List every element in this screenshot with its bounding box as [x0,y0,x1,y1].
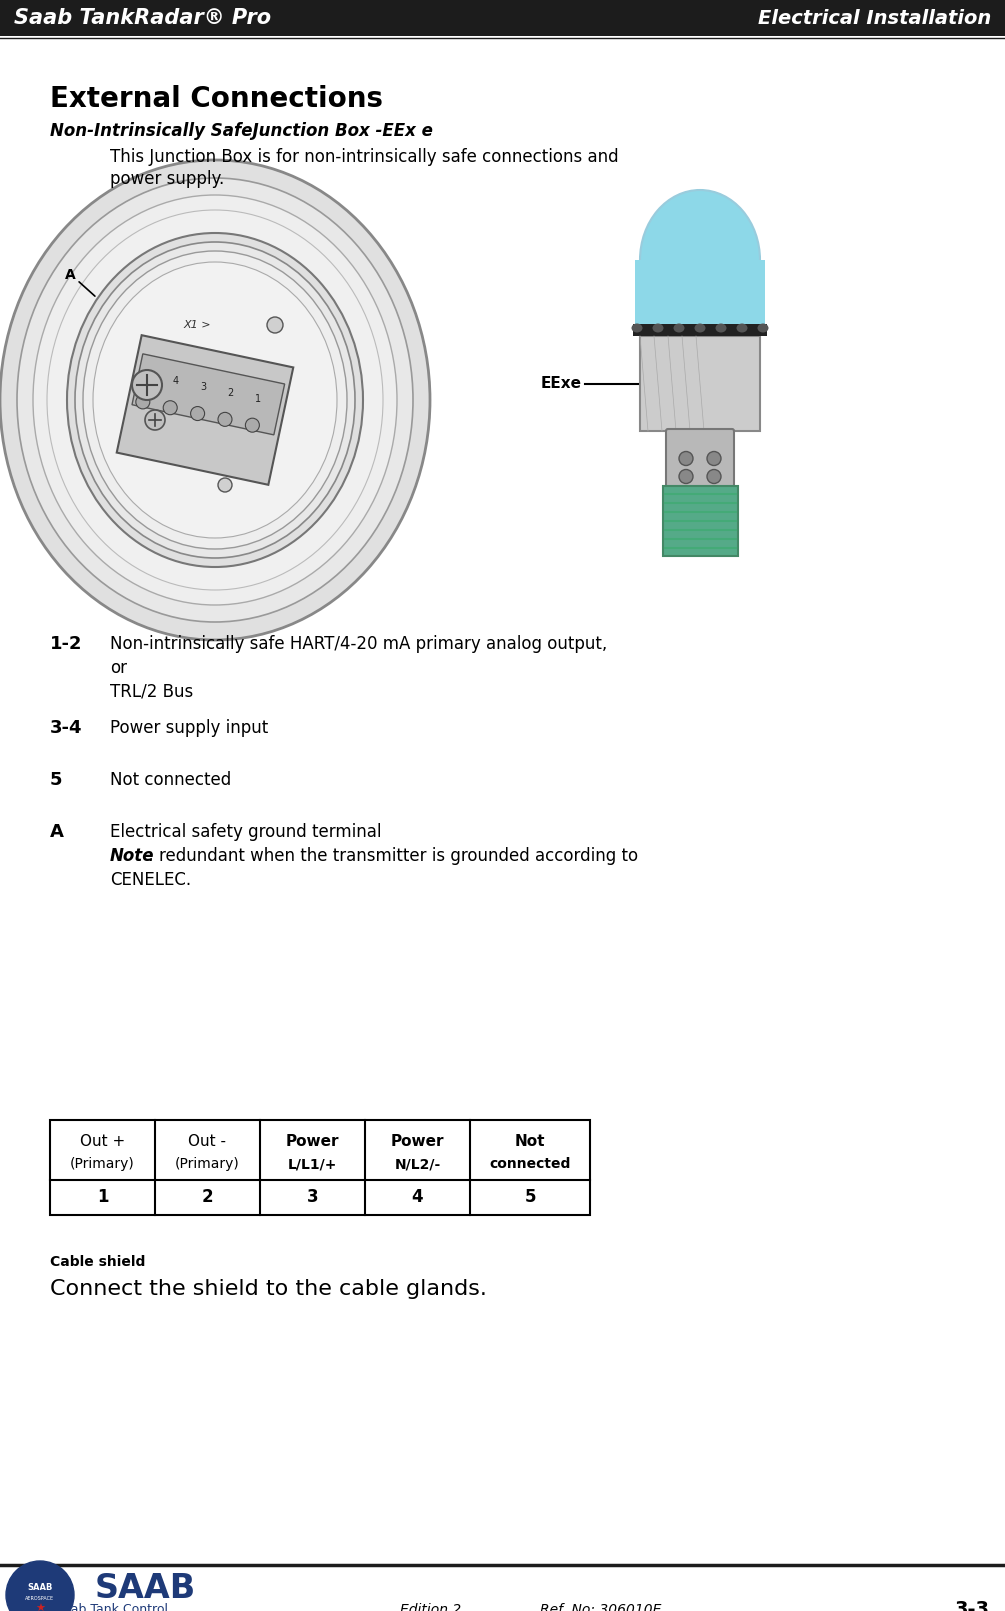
Text: External Connections: External Connections [50,85,383,113]
Text: connected: connected [489,1157,571,1171]
Text: N/L2/-: N/L2/- [394,1157,440,1171]
Text: SAAB: SAAB [95,1572,196,1605]
Ellipse shape [41,324,85,375]
Ellipse shape [33,195,397,606]
Text: Not: Not [515,1134,546,1150]
Circle shape [679,469,693,483]
Ellipse shape [640,190,760,330]
Text: Power: Power [391,1134,444,1150]
Circle shape [136,395,150,409]
Circle shape [267,317,283,333]
Text: Non-Intrinsically SafeJunction Box -EEx e: Non-Intrinsically SafeJunction Box -EEx … [50,122,433,140]
Bar [633,324,767,337]
Circle shape [218,478,232,491]
Ellipse shape [67,234,363,567]
Text: 1: 1 [255,393,261,404]
Circle shape [707,451,721,466]
Bar [662,487,738,556]
Text: 3: 3 [200,382,206,391]
Text: Electrical Installation: Electrical Installation [758,8,991,27]
Circle shape [145,411,165,430]
Text: Non-intrinsically safe HART/4-20 mA primary analog output,: Non-intrinsically safe HART/4-20 mA prim… [110,635,607,652]
Text: power supply.: power supply. [110,171,224,188]
Text: 1: 1 [96,1189,109,1207]
Text: 2: 2 [227,388,234,398]
Circle shape [6,1561,74,1611]
Circle shape [163,401,177,414]
Circle shape [245,419,259,432]
Text: Power: Power [285,1134,340,1150]
Ellipse shape [93,263,337,538]
Ellipse shape [60,222,370,577]
Text: Cable shield: Cable shield [50,1255,146,1269]
Ellipse shape [716,324,727,332]
Ellipse shape [737,324,748,332]
Circle shape [132,371,162,400]
FancyBboxPatch shape [666,429,734,488]
Text: : redundant when the transmitter is grounded according to: : redundant when the transmitter is grou… [148,847,638,865]
Ellipse shape [47,209,383,590]
Ellipse shape [694,324,706,332]
Text: L/L1/+: L/L1/+ [287,1157,338,1171]
Text: Not connected: Not connected [110,772,231,789]
Text: 3-4: 3-4 [50,719,82,736]
Circle shape [191,406,205,420]
Text: or: or [110,659,127,677]
Text: EExe: EExe [541,375,582,391]
Text: 2: 2 [202,1189,213,1207]
Text: (Primary): (Primary) [175,1157,240,1171]
Ellipse shape [75,242,355,557]
Text: ★: ★ [35,1605,45,1611]
Circle shape [218,412,232,427]
Text: 5: 5 [50,772,62,789]
Ellipse shape [673,324,684,332]
Circle shape [679,451,693,466]
Bar [635,259,765,332]
FancyBboxPatch shape [132,354,284,435]
Text: TRL/2 Bus: TRL/2 Bus [110,683,193,701]
Text: 1-2: 1-2 [50,635,82,652]
Ellipse shape [60,226,370,575]
Text: Saab TankRadar® Pro: Saab TankRadar® Pro [14,8,271,27]
Text: Edition 2.: Edition 2. [400,1603,465,1611]
Text: A: A [50,823,64,841]
Text: CENELEC.: CENELEC. [110,872,191,889]
Text: Out +: Out + [79,1134,126,1150]
Text: 4: 4 [412,1189,423,1207]
Ellipse shape [17,177,413,622]
Ellipse shape [652,324,663,332]
Text: 3-3: 3-3 [955,1600,990,1611]
Text: Out -: Out - [189,1134,226,1150]
Text: Power supply input: Power supply input [110,719,268,736]
Bar [50,1120,590,1215]
Ellipse shape [631,324,642,332]
FancyBboxPatch shape [117,335,293,485]
Text: Note: Note [110,847,155,865]
Circle shape [53,340,73,359]
Bar [640,337,760,432]
Ellipse shape [349,377,377,412]
Text: Connect the shield to the cable glands.: Connect the shield to the cable glands. [50,1279,486,1298]
Text: 5: 5 [525,1189,536,1207]
Ellipse shape [0,159,430,640]
Text: A: A [64,267,75,282]
Text: 5: 5 [146,371,152,380]
Text: Ref. No: 306010E: Ref. No: 306010E [540,1603,661,1611]
Text: Electrical safety ground terminal: Electrical safety ground terminal [110,823,382,841]
Text: SAAB: SAAB [27,1582,52,1592]
Circle shape [707,469,721,483]
Text: X1 >: X1 > [183,321,211,330]
Text: Saab Tank Control: Saab Tank Control [55,1603,168,1611]
Text: AEROSPACE: AEROSPACE [25,1597,54,1601]
Ellipse shape [83,251,347,549]
Text: (Primary): (Primary) [70,1157,135,1171]
Ellipse shape [758,324,769,332]
Text: 4: 4 [173,377,179,387]
Bar [0,0,1005,35]
Text: This Junction Box is for non-intrinsically safe connections and: This Junction Box is for non-intrinsical… [110,148,619,166]
Text: 3: 3 [307,1189,319,1207]
